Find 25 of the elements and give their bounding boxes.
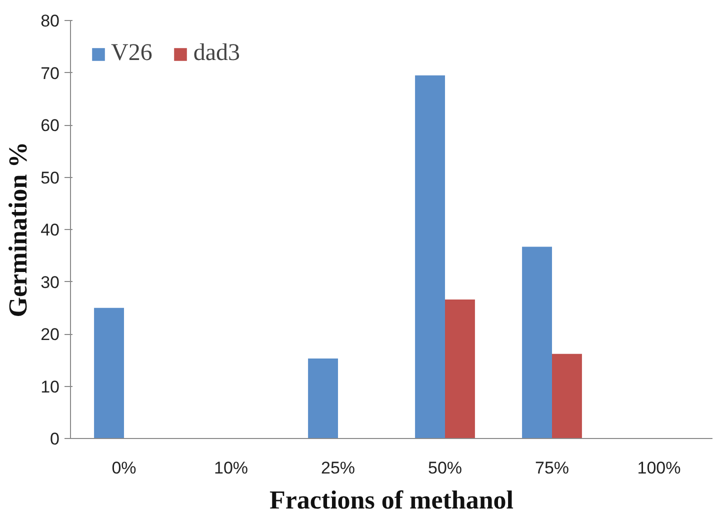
y-axis-title: Germination %	[4, 142, 33, 318]
bar	[445, 300, 475, 438]
bar	[522, 246, 552, 438]
y-tick-label: 60	[40, 116, 60, 135]
x-tick-label: 10%	[214, 458, 248, 478]
legend-label: dad3	[193, 40, 240, 67]
legend-label: V26	[111, 40, 152, 67]
x-axis-title: Fractions of methanol	[269, 486, 514, 514]
x-tick-label: 0%	[112, 458, 136, 478]
x-tick-label: 75%	[534, 458, 570, 478]
y-tick-label: 80	[40, 12, 60, 30]
bar	[94, 308, 124, 438]
x-tick-label: 50%	[428, 458, 462, 478]
y-tick-label: 50	[40, 168, 60, 188]
x-tick-label: 25%	[320, 458, 356, 478]
x-tick-label: 100%	[637, 458, 681, 478]
bar	[415, 75, 445, 438]
y-tick-label: 10	[40, 377, 60, 396]
y-tick-label: 40	[40, 220, 60, 240]
y-tick-label: 20	[40, 325, 60, 344]
y-tick-label: 30	[40, 272, 60, 292]
bar	[308, 358, 338, 438]
y-tick-label: 70	[40, 64, 60, 83]
y-tick-label: 0	[50, 430, 60, 448]
bar	[552, 354, 582, 438]
